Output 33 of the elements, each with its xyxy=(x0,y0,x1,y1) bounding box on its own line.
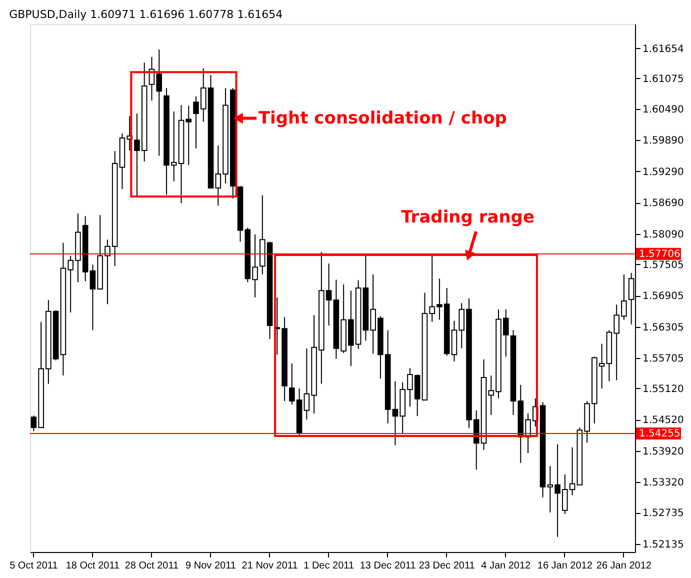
y-tick-label: 1.53920 xyxy=(642,446,684,458)
y-tick-label: 1.60490 xyxy=(642,104,684,116)
x-tick-label: 21 Nov 2011 xyxy=(242,560,298,572)
y-tick-label: 1.55705 xyxy=(642,354,684,365)
annotation: Tight consolidation / chop xyxy=(258,108,507,128)
y-tick-label: 1.59290 xyxy=(642,166,684,178)
x-tick-label: 9 Nov 2011 xyxy=(186,560,236,572)
x-tick-label: 16 Jan 2012 xyxy=(537,560,593,572)
x-tick-label: 1 Dec 2011 xyxy=(304,560,354,572)
x-tick-label: 4 Jan 2012 xyxy=(481,560,532,572)
y-tick-label: 1.58690 xyxy=(642,198,684,210)
chart-title: GBPUSD,Daily 1.60971 1.61696 1.60778 1.61654 xyxy=(9,8,283,21)
y-tick-label: 1.56305 xyxy=(642,322,684,334)
y-tick-label: 1.52135 xyxy=(642,539,684,550)
y-tick-label: 1.57505 xyxy=(642,260,684,271)
y-tick-label: 1.55120 xyxy=(642,384,684,395)
x-tick-label: 5 Oct 2011 xyxy=(10,560,58,572)
y-tick-label: 1.59890 xyxy=(642,136,684,147)
x-tick-label: 26 Jan 2012 xyxy=(596,560,652,572)
x-tick-label: 23 Dec 2011 xyxy=(418,560,476,572)
x-tick-label: 28 Oct 2011 xyxy=(124,560,180,572)
ref-line-label: 1.54255 xyxy=(639,428,680,440)
y-tick-label: 1.53320 xyxy=(642,478,684,489)
y-tick-label: 1.61075 xyxy=(642,74,684,85)
x-tick-label: 13 Dec 2011 xyxy=(360,560,416,572)
y-tick-label: 1.54520 xyxy=(642,415,684,426)
ref-line-label: 1.57706 xyxy=(639,248,680,260)
y-tick-label: 1.56905 xyxy=(642,291,684,302)
y-tick-label: 1.52735 xyxy=(642,508,684,520)
y-tick-label: 1.61654 xyxy=(642,44,684,55)
y-tick-label: 1.58090 xyxy=(642,229,684,240)
annotation: Trading range xyxy=(401,207,535,228)
x-tick-label: 18 Oct 2011 xyxy=(66,560,120,572)
